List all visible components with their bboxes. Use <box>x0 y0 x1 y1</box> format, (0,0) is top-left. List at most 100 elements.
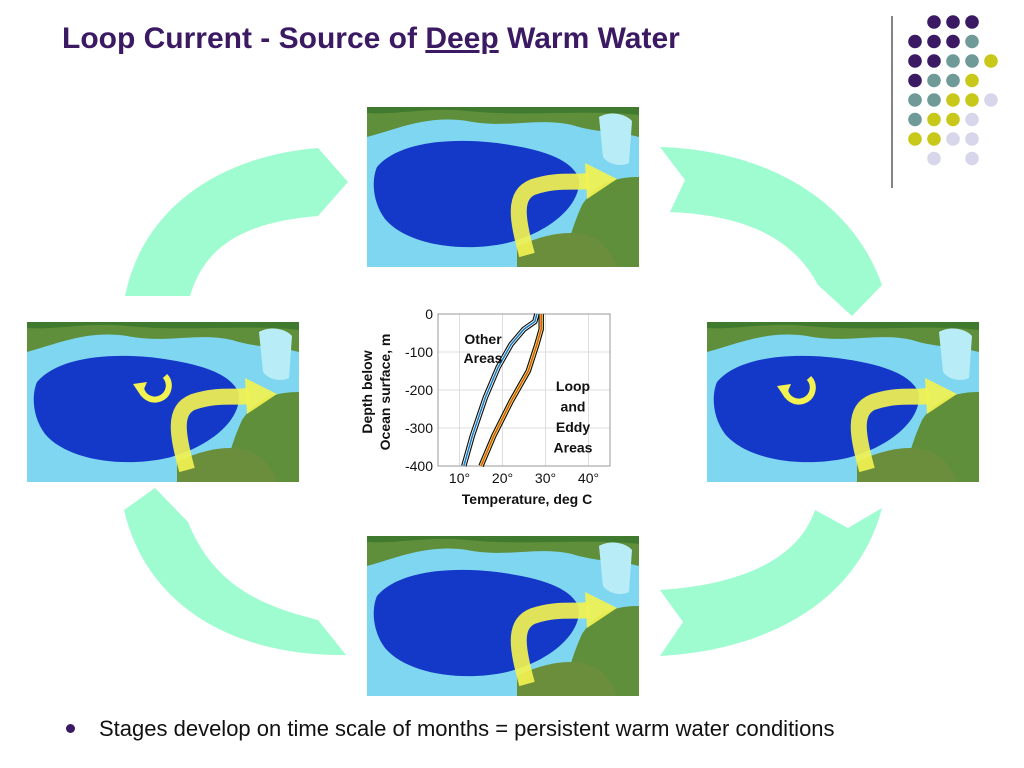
gulf-map-stage-1 <box>367 107 639 267</box>
map-cuba <box>263 409 299 440</box>
decorative-dot <box>965 73 979 88</box>
decorative-dot <box>927 151 941 166</box>
y-axis-label-line1: Depth below <box>359 350 375 433</box>
cycle-arrow-top-right <box>660 147 882 316</box>
plot-frame <box>437 313 611 467</box>
map-florida-shelf <box>599 113 632 165</box>
decorative-dot <box>965 15 979 29</box>
decorative-dot <box>946 73 960 88</box>
decorative-dot <box>927 93 941 107</box>
decorative-dot <box>946 54 960 68</box>
decorative-dot <box>965 151 979 166</box>
loop-current-arrow <box>510 173 590 258</box>
decorative-dot <box>965 34 979 49</box>
decorative-dot <box>927 132 941 146</box>
x-axis-label: Temperature, deg C <box>462 491 592 507</box>
loop-current-arrow <box>850 388 930 473</box>
temperature-depth-chart: 10° 20° 30° 40° 0 -100 -200 -300 -400 Other Areas L… <box>359 306 611 507</box>
bullet-text: Stages develop on time scale of months =… <box>99 716 835 741</box>
decorative-dot <box>946 93 960 107</box>
x-tick-label: 10° <box>449 470 470 486</box>
decorative-dot <box>908 54 922 68</box>
series-line <box>480 314 542 467</box>
decorative-dot-grid <box>891 15 998 188</box>
map-deep-basin <box>713 355 920 463</box>
decorative-dot <box>984 93 998 107</box>
decorative-dot <box>927 34 941 49</box>
bullet-dot <box>66 723 75 733</box>
decorative-dot <box>984 54 998 68</box>
map-cuba <box>603 194 639 225</box>
loop-current-arrowhead <box>585 592 617 628</box>
map-coast <box>367 536 639 544</box>
eddy-arrowhead <box>777 384 791 398</box>
loop-current-arrow <box>510 602 590 687</box>
map-yucatan <box>857 448 957 482</box>
decorative-dot <box>927 112 941 127</box>
series-label-loop-eddy: and <box>561 399 586 415</box>
title-underlined-word: Deep <box>425 22 499 55</box>
eddy-ring <box>138 373 172 403</box>
decorative-dot <box>946 112 960 127</box>
cycle-arrow-top-left <box>125 148 348 296</box>
eddy-ring <box>782 375 816 405</box>
decorative-dot <box>927 73 941 88</box>
title-prefix: Loop Current - Source of <box>62 22 426 55</box>
decorative-dot <box>965 112 979 127</box>
gulf-map-stage-2 <box>707 322 979 482</box>
decorative-dot <box>908 112 922 127</box>
y-tick-label: -400 <box>405 458 433 474</box>
map-coast <box>27 322 299 330</box>
decorative-dot <box>908 93 922 107</box>
map-coast <box>707 322 979 330</box>
map-coast <box>367 107 639 115</box>
map-florida-shelf <box>599 542 632 594</box>
x-tick-label: 30° <box>535 470 556 486</box>
gulf-map-stage-4 <box>27 322 299 482</box>
map-yucatan <box>177 448 277 482</box>
cycle-arrow-bottom-left <box>124 488 346 656</box>
map-yucatan <box>517 662 617 696</box>
slide-title: Loop Current - Source of Deep Warm Water <box>62 22 680 56</box>
series-label-loop-eddy: Loop <box>556 378 590 394</box>
series-label-loop-eddy: Areas <box>554 440 593 456</box>
decorative-dot <box>927 54 941 68</box>
map-florida-shelf <box>259 328 292 380</box>
map-cuba <box>603 623 639 654</box>
y-tick-label: 0 <box>425 306 433 322</box>
x-tick-label: 20° <box>492 470 513 486</box>
map-deep-basin <box>373 569 580 677</box>
y-tick-label: -300 <box>405 420 433 436</box>
bullet-point: Stages develop on time scale of months =… <box>66 716 835 742</box>
decorative-dot <box>946 34 960 49</box>
series-line <box>463 313 538 467</box>
map-deep-basin <box>373 140 580 248</box>
decorative-dot <box>908 132 922 146</box>
decorative-dot <box>946 15 960 29</box>
y-tick-label: -200 <box>405 382 433 398</box>
title-suffix: Warm Water <box>498 22 680 55</box>
loop-current-arrowhead <box>585 163 617 199</box>
decorative-dot <box>965 93 979 107</box>
map-deep-basin <box>33 355 240 463</box>
series-label-other-areas: Areas <box>464 350 503 366</box>
decorative-dot <box>908 34 922 49</box>
decorative-dot <box>908 73 922 88</box>
series-label-loop-eddy: Eddy <box>556 419 590 435</box>
series-label-other-areas: Other <box>464 331 502 347</box>
decorative-dot <box>965 132 979 146</box>
gulf-map-stage-3 <box>367 536 639 696</box>
decorative-dot <box>965 54 979 68</box>
map-florida-shelf <box>939 328 972 380</box>
loop-current-arrowhead <box>925 378 957 414</box>
eddy-arrowhead <box>133 382 147 396</box>
cycle-arrow-bottom-right <box>660 508 882 656</box>
map-cuba <box>943 409 979 440</box>
x-tick-label: 40° <box>578 470 599 486</box>
decorative-dot <box>927 15 941 29</box>
loop-current-arrow <box>170 388 250 473</box>
loop-current-arrowhead <box>245 378 277 414</box>
y-axis-label-line2: Ocean surface, m <box>377 334 393 451</box>
y-tick-label: -100 <box>405 344 433 360</box>
